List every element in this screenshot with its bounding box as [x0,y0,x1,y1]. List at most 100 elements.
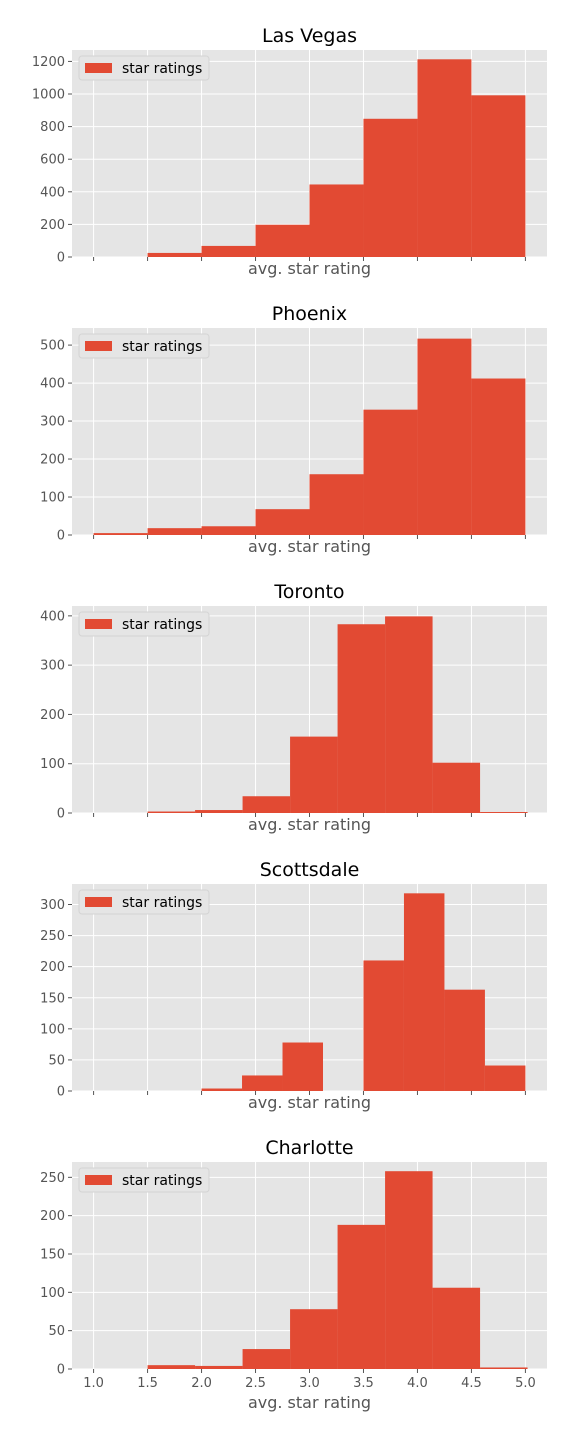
y-tick-label: 100 [40,1022,65,1037]
legend-box [78,55,210,81]
legend-box [78,1167,210,1193]
x-axis-label: avg. star rating [248,259,371,278]
legend-label: star ratings [122,61,202,77]
histogram-bar [201,245,256,257]
histogram-bar [432,762,481,813]
legend-swatch [85,897,112,907]
x-tick-label: 2.0 [191,1376,212,1391]
legend-label: star ratings [122,1173,202,1189]
y-tick-label: 600 [40,153,65,168]
histogram-bar [147,252,202,257]
x-tick-label: 5.0 [515,1376,536,1391]
histogram-bar [480,1367,528,1369]
histogram-bar [147,1365,196,1369]
chart-3: 0 50 100 150 200 250 300 Scottsdale avg. star ra… [40,859,547,1112]
y-tick-label: 1000 [32,88,65,103]
legend-box [78,611,210,637]
x-tick-label: 1.0 [83,1376,104,1391]
chart-4: 0 50 100 150 200 250 1.0 1.5 2.0 2.5 3.0 3.5 4.0 4.5 5… [40,1137,547,1412]
legend: star ratings [78,1167,210,1193]
histogram-bar [363,409,418,535]
histogram-bar [255,509,310,535]
legend: star ratings [78,611,210,637]
histogram-bar [403,893,445,1091]
y-tick-label: 1200 [32,55,65,70]
y-tick-label: 200 [40,1209,65,1224]
histogram-bar [147,528,202,535]
x-tick-label: 4.5 [461,1376,482,1391]
x-tick-label: 3.0 [299,1376,320,1391]
histogram-bar [201,526,256,535]
x-tick-label: 1.5 [137,1376,158,1391]
histogram-bar [417,338,472,535]
y-tick-label: 800 [40,120,65,135]
histogram-bar [385,1171,433,1369]
histogram-bar [363,960,404,1091]
chart-title: Phoenix [272,303,347,325]
y-tick-label: 200 [40,960,65,975]
y-tick-label: 0 [57,529,65,544]
histogram-bar [282,1042,323,1091]
legend-label: star ratings [122,339,202,355]
y-tick-label: 200 [40,453,65,468]
legend: star ratings [78,55,210,81]
histogram-bar [309,474,364,535]
chart-title: Charlotte [265,1137,353,1159]
chart-1: 0 100 200 300 400 500 Phoenix avg. star rating s… [40,303,547,556]
histogram-bar [290,736,338,813]
histogram-bar [195,810,243,813]
y-tick-label: 0 [57,251,65,266]
histogram-bar [242,1349,291,1369]
histogram-bar [337,1224,386,1369]
x-tick-label: 4.0 [407,1376,428,1391]
x-tick-label: 2.5 [245,1376,266,1391]
y-tick-label: 0 [57,1363,65,1378]
y-tick-label: 200 [40,218,65,233]
y-tick-label: 100 [40,757,65,772]
legend-swatch [85,63,112,73]
legend-label: star ratings [122,617,202,633]
legend-box [78,333,210,359]
histogram-bar [337,624,386,813]
histogram-bar [309,184,364,257]
y-tick-label: 300 [40,898,65,913]
histogram-bar [471,95,526,257]
histogram-bar [385,616,433,813]
histogram-bar [290,1309,338,1369]
y-tick-label: 200 [40,708,65,723]
x-axis-label: avg. star rating [248,815,371,834]
histogram-bar [480,812,528,813]
y-tick-label: 400 [40,609,65,624]
legend: star ratings [78,333,210,359]
x-axis-label: avg. star rating [248,537,371,556]
legend-swatch [85,1175,112,1185]
y-tick-label: 400 [40,185,65,200]
histogram-bar [201,1088,243,1091]
x-tick-label: 3.5 [353,1376,374,1391]
chart-0: 0 200 400 600 800 1000 1200 Las Vegas avg. star … [32,25,547,278]
legend: star ratings [78,889,210,915]
histogram-bar [242,796,291,813]
y-tick-label: 150 [40,991,65,1006]
y-tick-label: 150 [40,1248,65,1263]
histogram-bar [484,1065,526,1091]
histogram-bar [195,1365,243,1369]
chart-2: 0 100 200 300 400 Toronto avg. star rating star… [40,581,547,834]
legend-box [78,889,210,915]
chart-title: Scottsdale [260,859,360,881]
histogram-bar [363,118,418,257]
legend-swatch [85,619,112,629]
legend-swatch [85,341,112,351]
y-tick-label: 50 [48,1324,65,1339]
legend-label: star ratings [122,895,202,911]
y-tick-label: 400 [40,377,65,392]
y-tick-label: 100 [40,1286,65,1301]
y-tick-label: 300 [40,659,65,674]
y-tick-label: 50 [48,1053,65,1068]
histogram-bar [242,1075,283,1091]
chart-title: Las Vegas [262,25,357,47]
y-tick-label: 250 [40,1171,65,1186]
histogram-bar [417,59,472,257]
histogram-bar [93,533,148,535]
